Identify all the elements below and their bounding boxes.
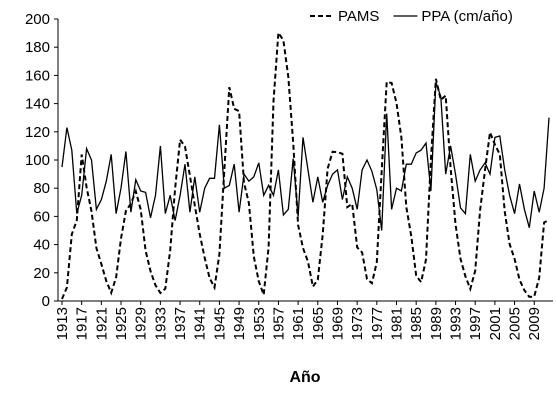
x-tick-label: 1913 — [54, 307, 71, 340]
x-tick-label: 1965 — [310, 307, 327, 340]
y-tick-label: 80 — [33, 180, 50, 197]
x-tick-label: 1929 — [133, 307, 150, 340]
x-axis-label: Año — [289, 369, 320, 386]
x-tick-label: 1917 — [74, 307, 91, 340]
x-tick-label: 1981 — [389, 307, 406, 340]
y-tick-label: 120 — [25, 124, 50, 141]
x-tick-label: 1997 — [467, 307, 484, 340]
x-tick-label: 1977 — [369, 307, 386, 340]
x-tick-label: 1921 — [93, 307, 110, 340]
x-tick-label: 1949 — [231, 307, 248, 340]
x-tick-label: 1925 — [113, 307, 130, 340]
x-tick-label: 1985 — [408, 307, 425, 340]
x-tick-label: 1993 — [448, 307, 465, 340]
x-tick-label: 2001 — [487, 307, 504, 340]
x-tick-label: 1989 — [428, 307, 445, 340]
x-tick-label: 1957 — [270, 307, 287, 340]
x-tick-label: 2009 — [526, 307, 543, 340]
y-tick-label: 160 — [25, 67, 50, 84]
legend-label: PAMS — [338, 8, 379, 25]
y-tick-label: 180 — [25, 39, 50, 56]
x-tick-label: 2005 — [507, 307, 524, 340]
y-tick-label: 200 — [25, 11, 50, 28]
x-tick-label: 1937 — [172, 307, 189, 340]
y-tick-label: 20 — [33, 265, 50, 282]
y-tick-label: 0 — [42, 293, 50, 310]
y-tick-label: 40 — [33, 237, 50, 254]
y-tick-label: 60 — [33, 208, 50, 225]
y-tick-label: 100 — [25, 152, 50, 169]
x-tick-label: 1941 — [192, 307, 209, 340]
x-tick-label: 1953 — [251, 307, 268, 340]
x-tick-label: 1961 — [290, 307, 307, 340]
x-tick-label: 1933 — [152, 307, 169, 340]
series-line — [61, 82, 550, 231]
x-tick-label: 1969 — [329, 307, 346, 340]
series-line — [61, 29, 550, 300]
y-tick-label: 140 — [25, 96, 50, 113]
x-tick-label: 1945 — [211, 307, 228, 340]
legend-label: PPA (cm/año) — [421, 8, 512, 25]
x-tick-label: 1973 — [349, 307, 366, 340]
